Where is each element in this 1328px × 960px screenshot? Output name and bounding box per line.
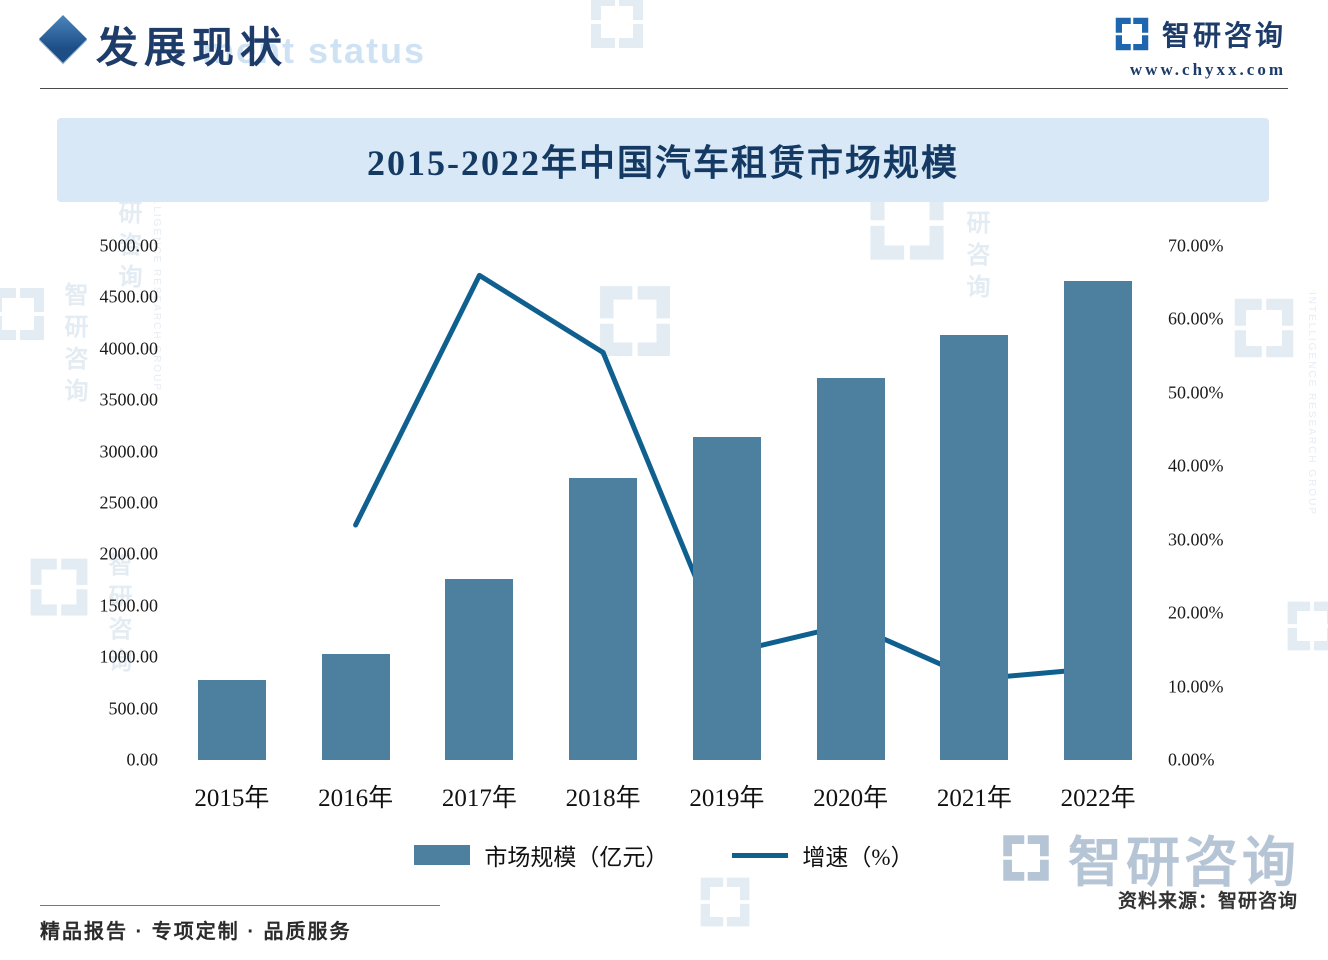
y-axis-right-tick: 50.00% — [1168, 382, 1224, 403]
legend-line-swatch — [732, 852, 789, 858]
y-axis-left-tick: 500.00 — [108, 698, 159, 719]
brand-lockup: 智研咨询 — [1112, 14, 1286, 54]
y-axis-left-tick: 5000.00 — [99, 235, 159, 256]
chart-title: 2015-2022年中国汽车租赁市场规模 — [367, 143, 959, 183]
watermark-logo — [695, 872, 755, 932]
bar-2018年 — [569, 478, 638, 760]
zhiyan-logo-icon — [998, 830, 1054, 886]
legend-item-market-size: 市场规模（亿元） — [414, 838, 668, 872]
y-axis-left: 5000.00 4500.00 4000.00 3500.00 3000.00 2500.… — [40, 236, 159, 770]
brand-url: www.chyxx.com — [1129, 60, 1286, 79]
bar-2019年 — [692, 437, 761, 760]
bar-2017年 — [445, 579, 514, 760]
bar-2022年 — [1064, 281, 1133, 760]
header-divider — [40, 88, 1288, 89]
footer-divider — [40, 905, 440, 906]
footer-services: 精品报告 · 专项定制 · 品质服务 — [40, 921, 352, 943]
diamond-icon — [38, 14, 88, 64]
zhiyan-logo-icon — [700, 877, 750, 927]
legend: 市场规模（亿元） 增速（%） — [0, 838, 1328, 872]
x-axis-label: 2022年 — [1060, 785, 1136, 812]
y-axis-right-tick: 60.00% — [1168, 308, 1224, 329]
x-axis-label: 2019年 — [689, 785, 765, 812]
x-axis-label: 2017年 — [441, 785, 517, 812]
y-axis-right: 70.00% 60.00% 50.00% 40.00% 30.00% 20.00% 10.0… — [1168, 236, 1278, 770]
x-axis-label: 2016年 — [318, 785, 394, 812]
y-axis-left-tick: 1500.00 — [99, 595, 159, 616]
x-axis-label: 2020年 — [813, 785, 889, 812]
y-axis-left-tick: 3500.00 — [99, 389, 159, 410]
chart-plot-area — [170, 246, 1160, 760]
x-axis-label: 2018年 — [565, 785, 641, 812]
y-axis-left-tick: 0.00 — [126, 749, 159, 770]
legend-label-market-size: 市场规模（亿元） — [484, 845, 669, 870]
section-title-english-ghost: ment status — [202, 30, 427, 71]
growth-line-layer — [353, 272, 1101, 682]
y-axis-right-tick: 20.00% — [1168, 602, 1224, 623]
y-axis-right-tick: 40.00% — [1168, 455, 1224, 476]
x-axis-label: 2015年 — [194, 785, 270, 812]
watermark-logo — [1282, 596, 1328, 656]
y-axis-right-tick: 70.00% — [1168, 235, 1224, 256]
page-header: ment status 发展现状 智研咨询 www.chyxx.com — [0, 0, 1328, 89]
y-axis-left-tick: 3000.00 — [99, 441, 159, 462]
y-axis-left-tick: 2500.00 — [99, 492, 159, 513]
data-source: 资料来源：智研咨询 — [1117, 891, 1298, 912]
legend-item-growth: 增速（%） — [732, 838, 914, 872]
watermark-brand-large: 智研咨询 — [998, 818, 1300, 897]
y-axis-right-tick: 10.00% — [1168, 676, 1224, 697]
y-axis-right-tick: 0.00% — [1168, 749, 1215, 770]
watermark-brand-text: 智研咨询 — [1068, 833, 1300, 893]
legend-bar-swatch — [414, 845, 471, 865]
bar-2015年 — [197, 679, 266, 760]
y-axis-left-tick: 4500.00 — [99, 286, 159, 307]
y-axis-left-tick: 2000.00 — [99, 543, 159, 564]
zhiyan-logo-icon — [1115, 17, 1149, 51]
brand-name: 智研咨询 — [1161, 20, 1286, 51]
bar-2016年 — [321, 654, 390, 760]
y-axis-left-tick: 4000.00 — [99, 338, 159, 359]
y-axis-right-tick: 30.00% — [1168, 529, 1224, 550]
zhiyan-logo-icon — [1112, 14, 1152, 54]
section-title: 发展现状 — [96, 26, 289, 72]
bar-2020年 — [816, 377, 885, 760]
x-axis-label: 2021年 — [936, 785, 1012, 812]
bar-2021年 — [940, 335, 1009, 760]
chart-title-bar: 2015-2022年中国汽车租赁市场规模 — [57, 118, 1269, 202]
legend-label-growth: 增速（%） — [802, 845, 914, 870]
x-axis: 2015年 2016年 2017年 2018年 2019年 2020年 2021年 2022年 — [170, 778, 1160, 818]
zhiyan-logo-icon — [1003, 834, 1049, 881]
y-axis-left-tick: 1000.00 — [99, 646, 159, 667]
zhiyan-logo-icon — [1287, 601, 1328, 651]
